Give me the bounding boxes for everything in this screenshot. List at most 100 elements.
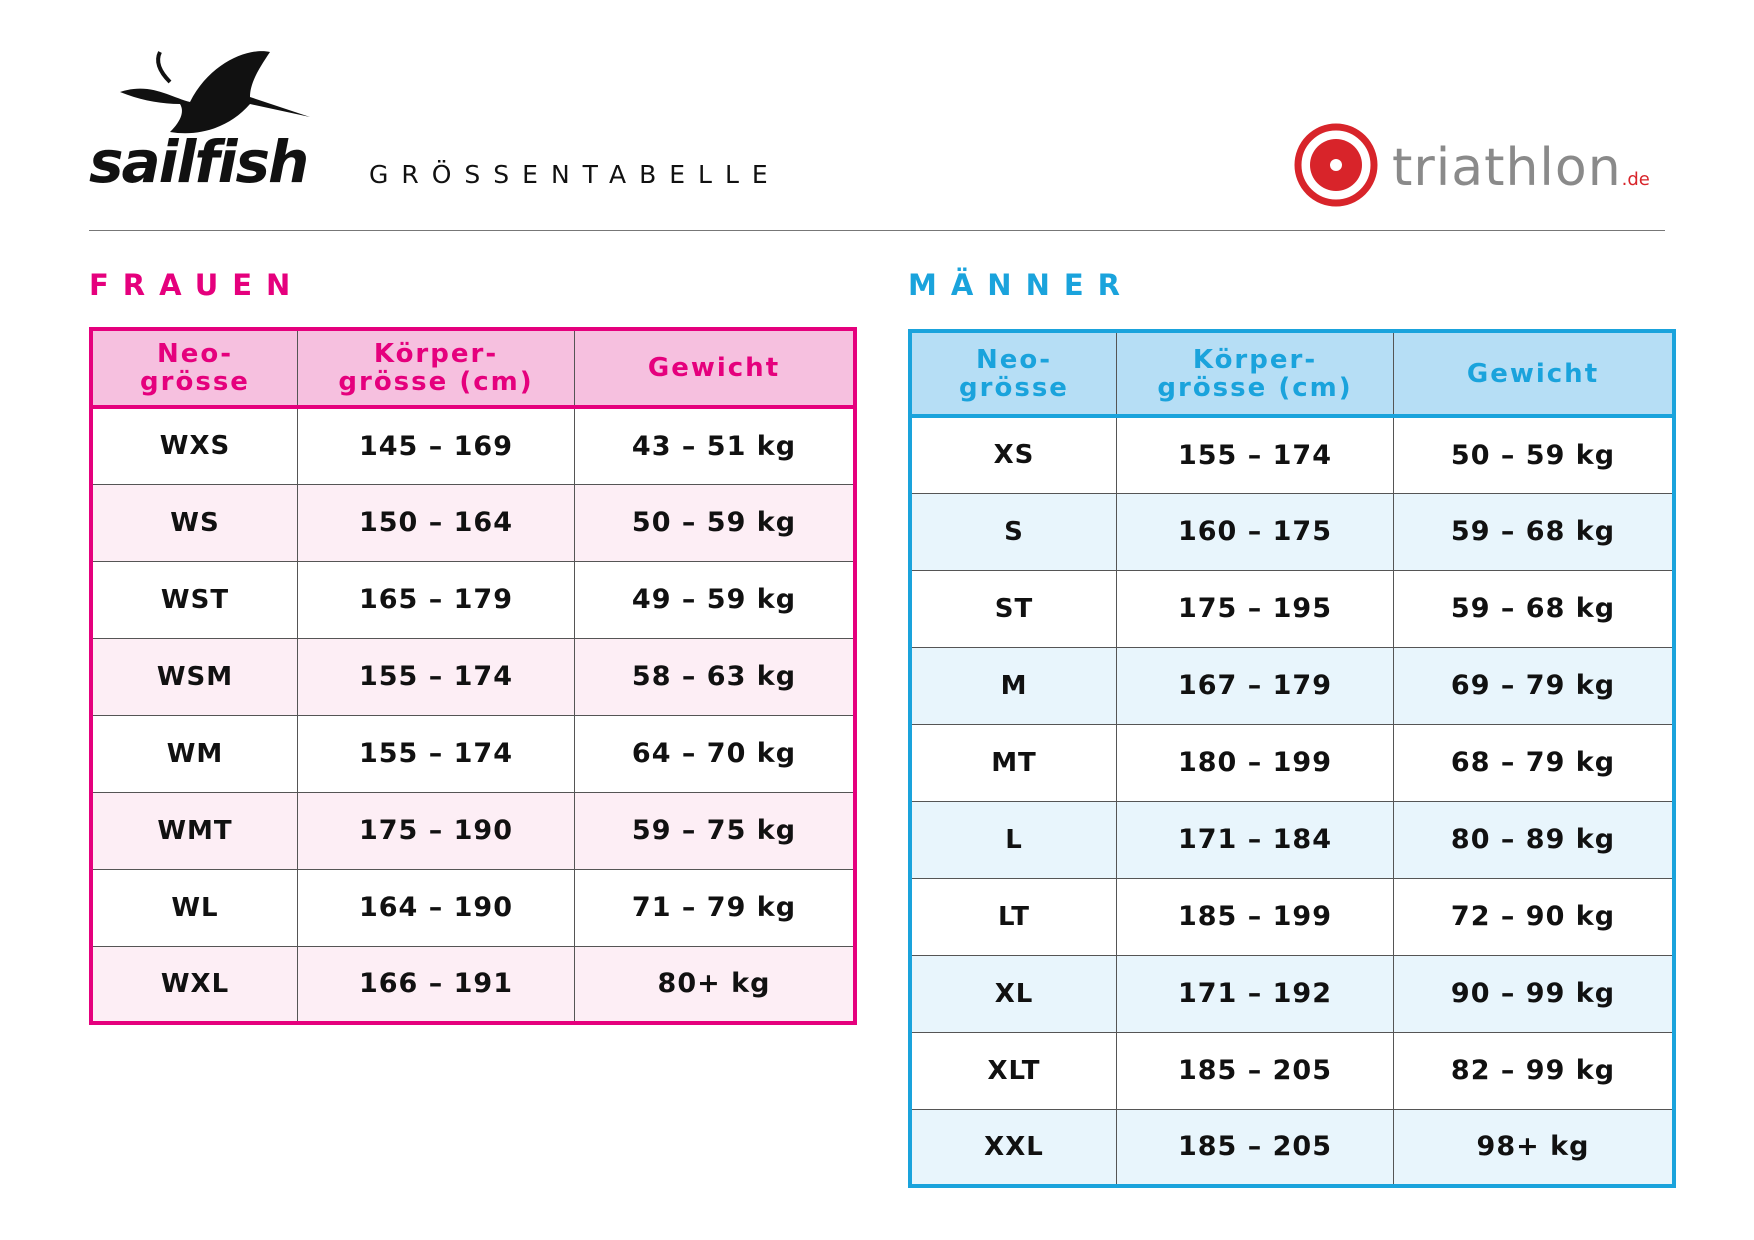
table-row: S 160 – 175 59 – 68 kg xyxy=(909,492,1675,571)
table-row: WSM 155 – 174 58 – 63 kg xyxy=(90,637,856,716)
size-cell: WM xyxy=(90,714,298,793)
size-table: Neo-grösse Körper-grösse (cm) Gewicht WXS 14… xyxy=(89,327,857,1025)
header-line: Neo- xyxy=(156,339,234,369)
value-cell: 64 – 70 kg xyxy=(574,714,856,793)
value-cell: 167 – 179 xyxy=(1116,646,1394,725)
column-header: Körper-grösse (cm) xyxy=(1116,330,1394,418)
size-cell: XS xyxy=(909,415,1117,494)
size-cell: WXL xyxy=(90,945,298,1024)
value-cell: 155 – 174 xyxy=(297,637,575,716)
header-line: Gewicht xyxy=(647,353,781,383)
size-cell: LT xyxy=(909,877,1117,956)
value-cell: 72 – 90 kg xyxy=(1393,877,1675,956)
column-header: Gewicht xyxy=(1393,330,1675,418)
size-table: Neo-grösse Körper-grösse (cm) Gewicht XS 155… xyxy=(908,329,1676,1188)
table-row: ST 175 – 195 59 – 68 kg xyxy=(909,569,1675,648)
size-cell: WSM xyxy=(90,637,298,716)
section-title: MÄNNER xyxy=(908,268,1134,302)
value-cell: 171 – 192 xyxy=(1116,954,1394,1033)
size-cell: WST xyxy=(90,560,298,639)
size-cell: ST xyxy=(909,569,1117,648)
table-row: MT 180 – 199 68 – 79 kg xyxy=(909,723,1675,802)
size-cell: XLT xyxy=(909,1031,1117,1110)
size-cell: M xyxy=(909,646,1117,725)
table-row: WST 165 – 179 49 – 59 kg xyxy=(90,560,856,639)
table-row: WMT 175 – 190 59 – 75 kg xyxy=(90,791,856,870)
size-cell: WMT xyxy=(90,791,298,870)
value-cell: 90 – 99 kg xyxy=(1393,954,1675,1033)
header-line: Neo- xyxy=(975,344,1053,375)
value-cell: 82 – 99 kg xyxy=(1393,1031,1675,1110)
value-cell: 98+ kg xyxy=(1393,1108,1675,1187)
table-row: LT 185 – 199 72 – 90 kg xyxy=(909,877,1675,956)
table-row: XL 171 – 192 90 – 99 kg xyxy=(909,954,1675,1033)
value-cell: 68 – 79 kg xyxy=(1393,723,1675,802)
header-line: Körper- xyxy=(1192,344,1318,375)
header-line: grösse (cm) xyxy=(338,367,534,397)
value-cell: 49 – 59 kg xyxy=(574,560,856,639)
table-row: WS 150 – 164 50 – 59 kg xyxy=(90,483,856,562)
value-cell: 150 – 164 xyxy=(297,483,575,562)
partner-name: triathlon xyxy=(1392,138,1622,198)
section-title: FRAUEN xyxy=(89,268,305,302)
value-cell: 145 – 169 xyxy=(297,406,575,485)
value-cell: 71 – 79 kg xyxy=(574,868,856,947)
page-title: GRÖSSENTABELLE xyxy=(369,160,781,189)
size-cell: WS xyxy=(90,483,298,562)
hibiscus-logo xyxy=(1294,123,1378,207)
table-row: L 171 – 184 80 – 89 kg xyxy=(909,800,1675,879)
divider xyxy=(89,230,1665,231)
value-cell: 175 – 190 xyxy=(297,791,575,870)
header-row: Neo-grösse Körper-grösse (cm) Gewicht xyxy=(90,328,856,409)
value-cell: 180 – 199 xyxy=(1116,723,1394,802)
header-line: Gewicht xyxy=(1466,358,1600,389)
size-cell: XXL xyxy=(909,1108,1117,1187)
value-cell: 185 – 205 xyxy=(1116,1108,1394,1187)
header-line: Körper- xyxy=(373,339,499,369)
size-cell: L xyxy=(909,800,1117,879)
table-row: M 167 – 179 69 – 79 kg xyxy=(909,646,1675,725)
size-cell: MT xyxy=(909,723,1117,802)
table-row: XXL 185 – 205 98+ kg xyxy=(909,1108,1675,1187)
table-row: WL 164 – 190 71 – 79 kg xyxy=(90,868,856,947)
value-cell: 80+ kg xyxy=(574,945,856,1024)
value-cell: 69 – 79 kg xyxy=(1393,646,1675,725)
partner-tld: .de xyxy=(1621,169,1650,190)
table-row: XLT 185 – 205 82 – 99 kg xyxy=(909,1031,1675,1110)
header-line: grösse xyxy=(959,372,1069,403)
value-cell: 166 – 191 xyxy=(297,945,575,1024)
table-row: XS 155 – 174 50 – 59 kg xyxy=(909,415,1675,494)
header-line: grösse (cm) xyxy=(1157,372,1353,403)
sailfish-logo xyxy=(120,51,310,134)
value-cell: 58 – 63 kg xyxy=(574,637,856,716)
value-cell: 155 – 174 xyxy=(297,714,575,793)
value-cell: 164 – 190 xyxy=(297,868,575,947)
value-cell: 43 – 51 kg xyxy=(574,406,856,485)
value-cell: 165 – 179 xyxy=(297,560,575,639)
value-cell: 80 – 89 kg xyxy=(1393,800,1675,879)
value-cell: 155 – 174 xyxy=(1116,415,1394,494)
value-cell: 185 – 199 xyxy=(1116,877,1394,956)
column-header: Körper-grösse (cm) xyxy=(297,328,575,409)
size-cell: S xyxy=(909,492,1117,571)
column-header: Gewicht xyxy=(574,328,856,409)
value-cell: 59 – 68 kg xyxy=(1393,569,1675,648)
partner-logo: triathlon.de xyxy=(1392,138,1650,198)
value-cell: 59 – 75 kg xyxy=(574,791,856,870)
size-cell: XL xyxy=(909,954,1117,1033)
value-cell: 50 – 59 kg xyxy=(574,483,856,562)
value-cell: 50 – 59 kg xyxy=(1393,415,1675,494)
header-row: Neo-grösse Körper-grösse (cm) Gewicht xyxy=(909,330,1675,418)
value-cell: 171 – 184 xyxy=(1116,800,1394,879)
value-cell: 160 – 175 xyxy=(1116,492,1394,571)
table-row: WXL 166 – 191 80+ kg xyxy=(90,945,856,1024)
column-header: Neo-grösse xyxy=(90,328,298,409)
column-header: Neo-grösse xyxy=(909,330,1117,418)
value-cell: 175 – 195 xyxy=(1116,569,1394,648)
value-cell: 185 – 205 xyxy=(1116,1031,1394,1110)
table-row: WXS 145 – 169 43 – 51 kg xyxy=(90,406,856,485)
brand: sailfish xyxy=(89,128,309,196)
table-row: WM 155 – 174 64 – 70 kg xyxy=(90,714,856,793)
size-cell: WXS xyxy=(90,406,298,485)
